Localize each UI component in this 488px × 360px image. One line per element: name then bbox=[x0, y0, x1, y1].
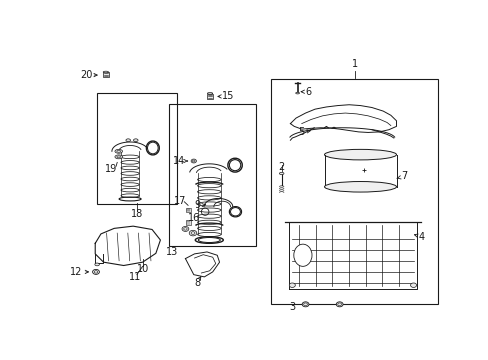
Text: 15: 15 bbox=[221, 91, 234, 102]
Ellipse shape bbox=[191, 159, 196, 163]
Bar bbox=[102, 72, 109, 77]
Ellipse shape bbox=[293, 244, 311, 266]
Bar bbox=[271, 79, 437, 304]
Ellipse shape bbox=[182, 226, 188, 231]
Bar bbox=[185, 220, 191, 225]
Bar bbox=[169, 104, 256, 246]
Ellipse shape bbox=[324, 149, 396, 160]
Text: 14: 14 bbox=[172, 156, 184, 166]
Text: 7: 7 bbox=[400, 171, 407, 181]
Text: 18: 18 bbox=[130, 209, 143, 219]
Ellipse shape bbox=[92, 269, 99, 274]
Ellipse shape bbox=[410, 283, 416, 287]
Ellipse shape bbox=[279, 172, 284, 175]
Text: 16: 16 bbox=[188, 213, 200, 224]
Text: 11: 11 bbox=[129, 271, 141, 282]
Text: 1: 1 bbox=[351, 59, 357, 69]
Bar bbox=[206, 94, 213, 99]
Text: 17: 17 bbox=[174, 195, 186, 206]
Text: 9: 9 bbox=[194, 201, 200, 210]
Ellipse shape bbox=[336, 302, 343, 307]
Text: 19: 19 bbox=[105, 164, 118, 174]
Text: 13: 13 bbox=[165, 247, 178, 257]
Ellipse shape bbox=[207, 93, 212, 94]
Ellipse shape bbox=[126, 139, 130, 141]
Text: 2: 2 bbox=[278, 162, 284, 172]
Ellipse shape bbox=[189, 230, 196, 236]
Ellipse shape bbox=[295, 92, 299, 94]
Ellipse shape bbox=[115, 155, 122, 159]
Ellipse shape bbox=[289, 283, 295, 287]
Bar bbox=[185, 208, 191, 212]
Text: 8: 8 bbox=[194, 278, 200, 288]
Ellipse shape bbox=[95, 263, 99, 266]
Text: 4: 4 bbox=[417, 232, 424, 242]
Bar bbox=[97, 93, 176, 204]
Text: 12: 12 bbox=[70, 267, 82, 277]
Text: 10: 10 bbox=[136, 264, 148, 274]
Ellipse shape bbox=[324, 181, 396, 192]
Ellipse shape bbox=[133, 139, 138, 141]
Text: 3: 3 bbox=[288, 302, 295, 312]
Text: 20: 20 bbox=[80, 70, 93, 80]
Ellipse shape bbox=[302, 302, 308, 307]
Text: 6: 6 bbox=[305, 87, 311, 97]
Text: 5: 5 bbox=[298, 127, 305, 137]
Ellipse shape bbox=[115, 149, 122, 153]
Ellipse shape bbox=[103, 71, 108, 73]
